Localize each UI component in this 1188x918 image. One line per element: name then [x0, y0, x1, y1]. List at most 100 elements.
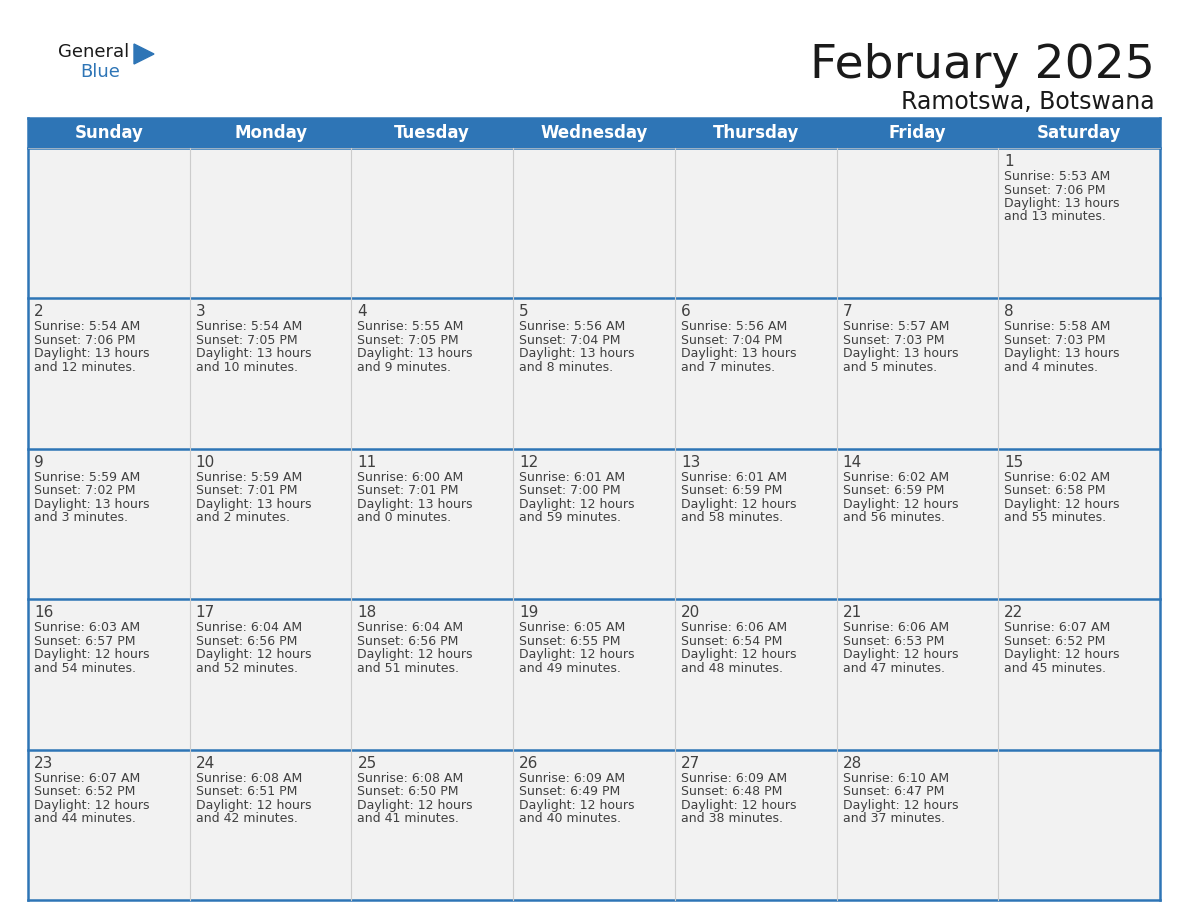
Text: 9: 9	[34, 454, 44, 470]
Text: Sunday: Sunday	[75, 124, 144, 142]
Text: Sunset: 6:53 PM: Sunset: 6:53 PM	[842, 634, 944, 648]
Text: Daylight: 12 hours: Daylight: 12 hours	[519, 648, 634, 661]
Bar	[998, 599, 1159, 750]
Text: 27: 27	[681, 756, 700, 770]
Text: and 12 minutes.: and 12 minutes.	[34, 361, 135, 374]
Text: 12: 12	[519, 454, 538, 470]
Text: Sunrise: 5:56 AM: Sunrise: 5:56 AM	[681, 320, 788, 333]
Text: Daylight: 13 hours: Daylight: 13 hours	[1004, 347, 1120, 361]
Text: Sunset: 7:06 PM: Sunset: 7:06 PM	[1004, 184, 1106, 196]
Text: Sunrise: 6:09 AM: Sunrise: 6:09 AM	[681, 772, 786, 785]
Text: 28: 28	[842, 756, 861, 770]
Text: Daylight: 12 hours: Daylight: 12 hours	[34, 648, 150, 661]
Bar	[29, 750, 190, 900]
Text: Daylight: 12 hours: Daylight: 12 hours	[519, 799, 634, 812]
Text: Sunrise: 5:59 AM: Sunrise: 5:59 AM	[196, 471, 302, 484]
Text: Daylight: 13 hours: Daylight: 13 hours	[842, 347, 958, 361]
Text: 24: 24	[196, 756, 215, 770]
Text: 25: 25	[358, 756, 377, 770]
Text: Sunrise: 5:53 AM: Sunrise: 5:53 AM	[1004, 170, 1111, 183]
Text: Sunset: 7:01 PM: Sunset: 7:01 PM	[196, 485, 297, 498]
Text: 16: 16	[34, 605, 53, 621]
Text: Blue: Blue	[80, 63, 120, 81]
Text: 22: 22	[1004, 605, 1024, 621]
Text: Daylight: 12 hours: Daylight: 12 hours	[842, 648, 958, 661]
Text: Daylight: 13 hours: Daylight: 13 hours	[358, 498, 473, 510]
Text: 10: 10	[196, 454, 215, 470]
Text: Sunrise: 6:08 AM: Sunrise: 6:08 AM	[358, 772, 463, 785]
Text: and 8 minutes.: and 8 minutes.	[519, 361, 613, 374]
Text: Sunset: 6:59 PM: Sunset: 6:59 PM	[842, 485, 944, 498]
Bar	[29, 449, 190, 599]
Text: Daylight: 13 hours: Daylight: 13 hours	[1004, 197, 1120, 210]
Text: 7: 7	[842, 305, 852, 319]
Bar	[998, 298, 1159, 449]
Text: 1: 1	[1004, 154, 1013, 169]
Text: and 7 minutes.: and 7 minutes.	[681, 361, 775, 374]
Text: Sunset: 6:58 PM: Sunset: 6:58 PM	[1004, 485, 1106, 498]
Text: 15: 15	[1004, 454, 1024, 470]
Text: Daylight: 13 hours: Daylight: 13 hours	[34, 347, 150, 361]
Text: Sunrise: 5:54 AM: Sunrise: 5:54 AM	[34, 320, 140, 333]
Text: Sunrise: 6:06 AM: Sunrise: 6:06 AM	[681, 621, 786, 634]
Text: 6: 6	[681, 305, 690, 319]
Text: 8: 8	[1004, 305, 1013, 319]
Bar	[190, 148, 352, 298]
Text: 14: 14	[842, 454, 861, 470]
Bar	[513, 750, 675, 900]
Text: Daylight: 13 hours: Daylight: 13 hours	[196, 498, 311, 510]
Bar	[190, 298, 352, 449]
Text: Sunrise: 5:57 AM: Sunrise: 5:57 AM	[842, 320, 949, 333]
Text: and 2 minutes.: and 2 minutes.	[196, 511, 290, 524]
Text: 2: 2	[34, 305, 44, 319]
Bar	[513, 148, 675, 298]
Bar	[190, 750, 352, 900]
Bar	[29, 599, 190, 750]
Polygon shape	[134, 44, 154, 64]
Bar	[675, 449, 836, 599]
Text: Daylight: 12 hours: Daylight: 12 hours	[681, 799, 796, 812]
Text: Daylight: 12 hours: Daylight: 12 hours	[1004, 498, 1120, 510]
Text: and 38 minutes.: and 38 minutes.	[681, 812, 783, 825]
Text: Sunset: 6:56 PM: Sunset: 6:56 PM	[358, 634, 459, 648]
Text: Sunset: 6:55 PM: Sunset: 6:55 PM	[519, 634, 620, 648]
Text: and 5 minutes.: and 5 minutes.	[842, 361, 936, 374]
Text: Sunset: 7:03 PM: Sunset: 7:03 PM	[1004, 334, 1106, 347]
Text: and 58 minutes.: and 58 minutes.	[681, 511, 783, 524]
Text: Sunset: 6:49 PM: Sunset: 6:49 PM	[519, 785, 620, 798]
Text: Sunrise: 6:09 AM: Sunrise: 6:09 AM	[519, 772, 625, 785]
Bar	[836, 449, 998, 599]
Text: and 0 minutes.: and 0 minutes.	[358, 511, 451, 524]
Bar	[675, 298, 836, 449]
Text: Sunrise: 6:01 AM: Sunrise: 6:01 AM	[681, 471, 786, 484]
Text: Sunrise: 5:58 AM: Sunrise: 5:58 AM	[1004, 320, 1111, 333]
Text: Daylight: 13 hours: Daylight: 13 hours	[358, 347, 473, 361]
Bar	[675, 148, 836, 298]
Text: Sunrise: 5:54 AM: Sunrise: 5:54 AM	[196, 320, 302, 333]
Text: Sunrise: 6:00 AM: Sunrise: 6:00 AM	[358, 471, 463, 484]
Bar	[352, 148, 513, 298]
Bar	[352, 298, 513, 449]
Text: 26: 26	[519, 756, 538, 770]
Text: Daylight: 13 hours: Daylight: 13 hours	[519, 347, 634, 361]
Text: February 2025: February 2025	[810, 43, 1155, 88]
Text: 13: 13	[681, 454, 700, 470]
Bar	[998, 449, 1159, 599]
Bar	[352, 750, 513, 900]
Bar	[352, 599, 513, 750]
Text: and 13 minutes.: and 13 minutes.	[1004, 210, 1106, 223]
Text: Thursday: Thursday	[713, 124, 798, 142]
Text: 17: 17	[196, 605, 215, 621]
Text: Sunset: 6:57 PM: Sunset: 6:57 PM	[34, 634, 135, 648]
Text: Sunset: 6:51 PM: Sunset: 6:51 PM	[196, 785, 297, 798]
Bar	[513, 298, 675, 449]
Text: Sunrise: 6:07 AM: Sunrise: 6:07 AM	[34, 772, 140, 785]
Text: Sunrise: 6:04 AM: Sunrise: 6:04 AM	[196, 621, 302, 634]
Bar	[29, 298, 190, 449]
Text: Daylight: 12 hours: Daylight: 12 hours	[519, 498, 634, 510]
Text: Sunset: 6:50 PM: Sunset: 6:50 PM	[358, 785, 459, 798]
Text: and 9 minutes.: and 9 minutes.	[358, 361, 451, 374]
Text: Sunset: 6:56 PM: Sunset: 6:56 PM	[196, 634, 297, 648]
Text: and 59 minutes.: and 59 minutes.	[519, 511, 621, 524]
Text: Tuesday: Tuesday	[394, 124, 470, 142]
